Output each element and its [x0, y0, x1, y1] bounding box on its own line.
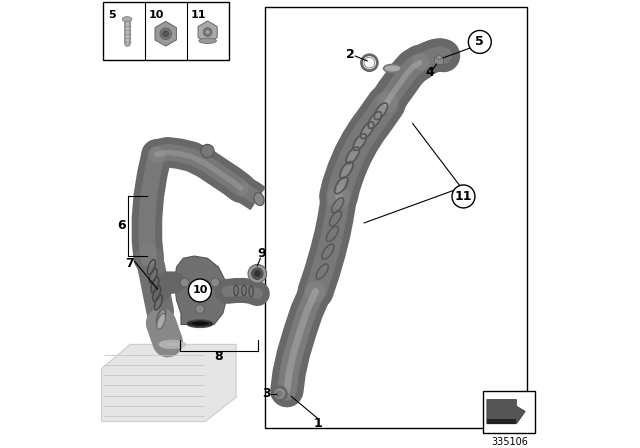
Polygon shape — [487, 419, 516, 424]
Ellipse shape — [157, 314, 166, 329]
Ellipse shape — [164, 342, 180, 347]
Text: 4: 4 — [426, 66, 435, 79]
Text: 8: 8 — [214, 350, 223, 363]
Circle shape — [195, 305, 204, 314]
Polygon shape — [155, 22, 177, 46]
Circle shape — [206, 30, 209, 34]
Ellipse shape — [187, 319, 213, 327]
Ellipse shape — [157, 309, 166, 325]
Bar — [103, 2, 228, 60]
Ellipse shape — [248, 264, 267, 283]
Text: 10: 10 — [192, 285, 207, 296]
Circle shape — [160, 28, 172, 39]
Text: 2: 2 — [346, 48, 355, 61]
Ellipse shape — [254, 271, 260, 277]
Text: 7: 7 — [125, 258, 134, 271]
Bar — [483, 391, 536, 433]
Text: 335106: 335106 — [491, 437, 528, 447]
Circle shape — [180, 278, 189, 287]
Text: 5: 5 — [476, 35, 484, 48]
Circle shape — [468, 30, 492, 53]
Polygon shape — [487, 400, 525, 424]
Text: 11: 11 — [190, 10, 205, 20]
Text: 3: 3 — [262, 387, 271, 400]
Circle shape — [163, 30, 169, 37]
Ellipse shape — [252, 268, 263, 280]
Polygon shape — [102, 345, 236, 422]
Circle shape — [188, 279, 211, 302]
Text: 11: 11 — [455, 190, 472, 203]
Polygon shape — [174, 256, 227, 324]
Circle shape — [452, 185, 475, 208]
Text: 5: 5 — [108, 10, 116, 20]
Circle shape — [201, 144, 214, 158]
Ellipse shape — [199, 38, 216, 43]
Circle shape — [211, 278, 220, 287]
Ellipse shape — [436, 56, 442, 59]
Ellipse shape — [254, 193, 264, 206]
Bar — [265, 7, 527, 428]
Ellipse shape — [190, 321, 210, 326]
Circle shape — [204, 28, 212, 36]
Ellipse shape — [383, 65, 401, 73]
Text: 6: 6 — [117, 219, 125, 232]
Bar — [434, 57, 443, 64]
Text: 10: 10 — [148, 10, 164, 20]
Polygon shape — [198, 21, 217, 43]
Ellipse shape — [122, 17, 132, 22]
Text: 1: 1 — [314, 417, 322, 430]
Text: 9: 9 — [257, 247, 266, 260]
Ellipse shape — [159, 340, 186, 349]
